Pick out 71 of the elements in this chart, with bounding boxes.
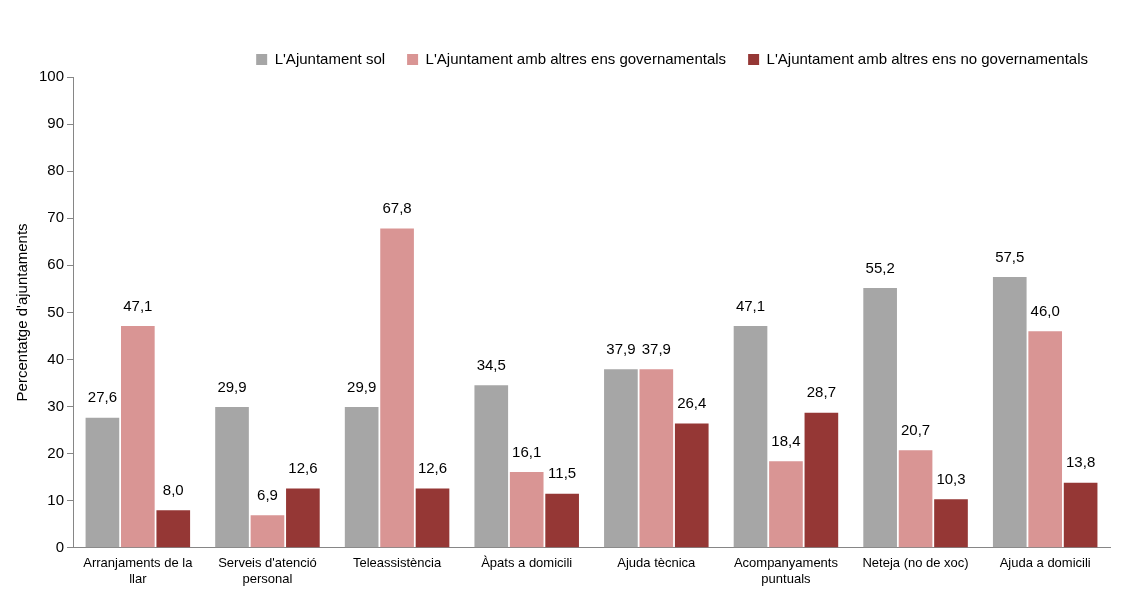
bar (733, 326, 768, 548)
data-label: 20,7 (900, 420, 931, 438)
x-tick-label: Neteja (no de xoc) (862, 555, 969, 571)
data-label: 6,9 (257, 485, 278, 503)
data-label: 47,1 (735, 296, 766, 314)
y-tick-label: 20 (47, 443, 65, 461)
bar (639, 369, 674, 548)
bar (992, 277, 1027, 548)
bar (215, 407, 249, 548)
bar (898, 450, 933, 548)
data-label: 8,0 (162, 480, 184, 498)
bar (380, 228, 414, 548)
bar (474, 385, 509, 548)
bar (415, 488, 450, 548)
data-label: 47,1 (123, 296, 153, 314)
x-tick-label: Acompanyaments puntuals (733, 555, 839, 586)
data-label: 57,5 (995, 247, 1025, 265)
x-tick-label: Serveis d'atenció personal (218, 555, 317, 586)
x-tick-label: Teleassistència (353, 555, 442, 571)
data-label: 12,6 (288, 459, 318, 477)
bar (121, 326, 155, 548)
y-tick-label: 50 (47, 302, 65, 320)
bar (674, 423, 709, 548)
bar (769, 461, 803, 548)
x-tick-label: Àpats a domicili (481, 555, 573, 571)
bar (604, 369, 638, 548)
data-label: 46,0 (1030, 301, 1060, 319)
bar (250, 515, 285, 548)
y-tick-label: 40 (47, 349, 65, 367)
legend-label: L'Ajuntament amb altres ens no governamentals (766, 49, 1089, 67)
data-label: 34,5 (476, 356, 506, 374)
y-tick-label: 60 (47, 255, 65, 273)
data-label: 37,9 (641, 340, 671, 358)
data-label: 12,6 (417, 459, 448, 477)
data-label: 29,9 (217, 377, 247, 395)
data-label: 67,8 (382, 199, 412, 217)
bar (85, 417, 120, 548)
y-tick-label: 90 (47, 114, 65, 132)
x-tick-label: Ajuda tècnica (617, 555, 697, 571)
data-label: 26,4 (677, 394, 707, 412)
y-tick-label: 30 (47, 396, 65, 414)
bar (344, 407, 379, 548)
data-label: 37,9 (606, 340, 636, 358)
data-label: 16,1 (512, 442, 542, 460)
bar (286, 488, 320, 548)
data-label: 29,9 (347, 377, 377, 395)
bar (863, 287, 897, 548)
x-tick-label: Arranjaments de la llar (83, 555, 194, 586)
y-tick-label: 0 (55, 537, 65, 555)
data-label: 13,8 (1066, 453, 1096, 471)
y-tick-label: 80 (47, 161, 65, 179)
legend-label: L'Ajuntament amb altres ens governamentals (425, 49, 727, 67)
bar (156, 510, 191, 548)
bar (509, 472, 544, 548)
bar (934, 499, 968, 548)
y-tick-label: 100 (39, 67, 65, 85)
y-axis-title: Percentatge d'ajuntaments (13, 223, 31, 402)
data-label: 28,7 (806, 383, 836, 401)
data-label: 55,2 (865, 258, 895, 276)
bar (545, 493, 579, 548)
data-label: 11,5 (548, 464, 577, 482)
bar (1063, 482, 1098, 548)
x-tick-label: Ajuda a domicili (999, 555, 1091, 571)
data-label: 18,4 (771, 431, 801, 449)
data-label: 27,6 (87, 388, 118, 406)
bar (1028, 331, 1063, 548)
data-label: 10,3 (936, 469, 966, 487)
legend-label: L'Ajuntament sol (274, 49, 386, 67)
y-tick-label: 70 (47, 208, 65, 226)
bar (804, 412, 839, 548)
y-tick-label: 10 (47, 490, 65, 508)
